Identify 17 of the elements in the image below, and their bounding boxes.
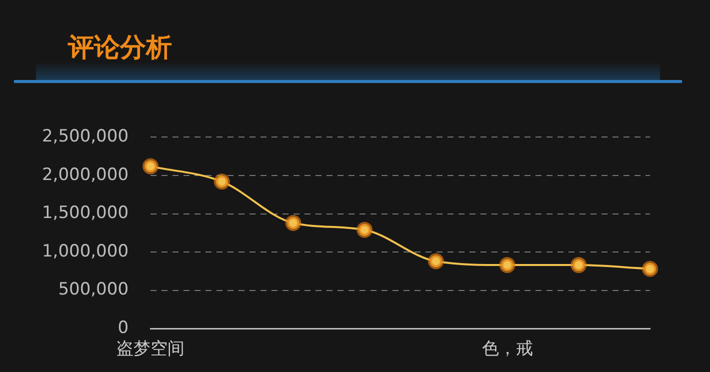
point bbox=[428, 253, 444, 270]
point bbox=[356, 222, 373, 238]
x-tick-label: 色，戒 bbox=[482, 339, 533, 360]
y-tick-label: 0 bbox=[118, 318, 129, 338]
point bbox=[285, 214, 302, 231]
chart-title: 评论分析 bbox=[68, 32, 172, 65]
point bbox=[570, 257, 587, 274]
point bbox=[214, 174, 230, 190]
point bbox=[642, 260, 658, 277]
y-tick-label: 2,500,000 bbox=[42, 126, 129, 147]
y-tick-label: 1,000,000 bbox=[42, 241, 129, 262]
point bbox=[499, 257, 516, 274]
y-tick-label: 2,000,000 bbox=[42, 164, 129, 185]
x-tick-label: 盗梦空间 bbox=[116, 339, 185, 360]
y-tick-label: 1,500,000 bbox=[42, 203, 129, 224]
y-tick-label: 500,000 bbox=[58, 280, 129, 300]
point bbox=[142, 158, 159, 174]
